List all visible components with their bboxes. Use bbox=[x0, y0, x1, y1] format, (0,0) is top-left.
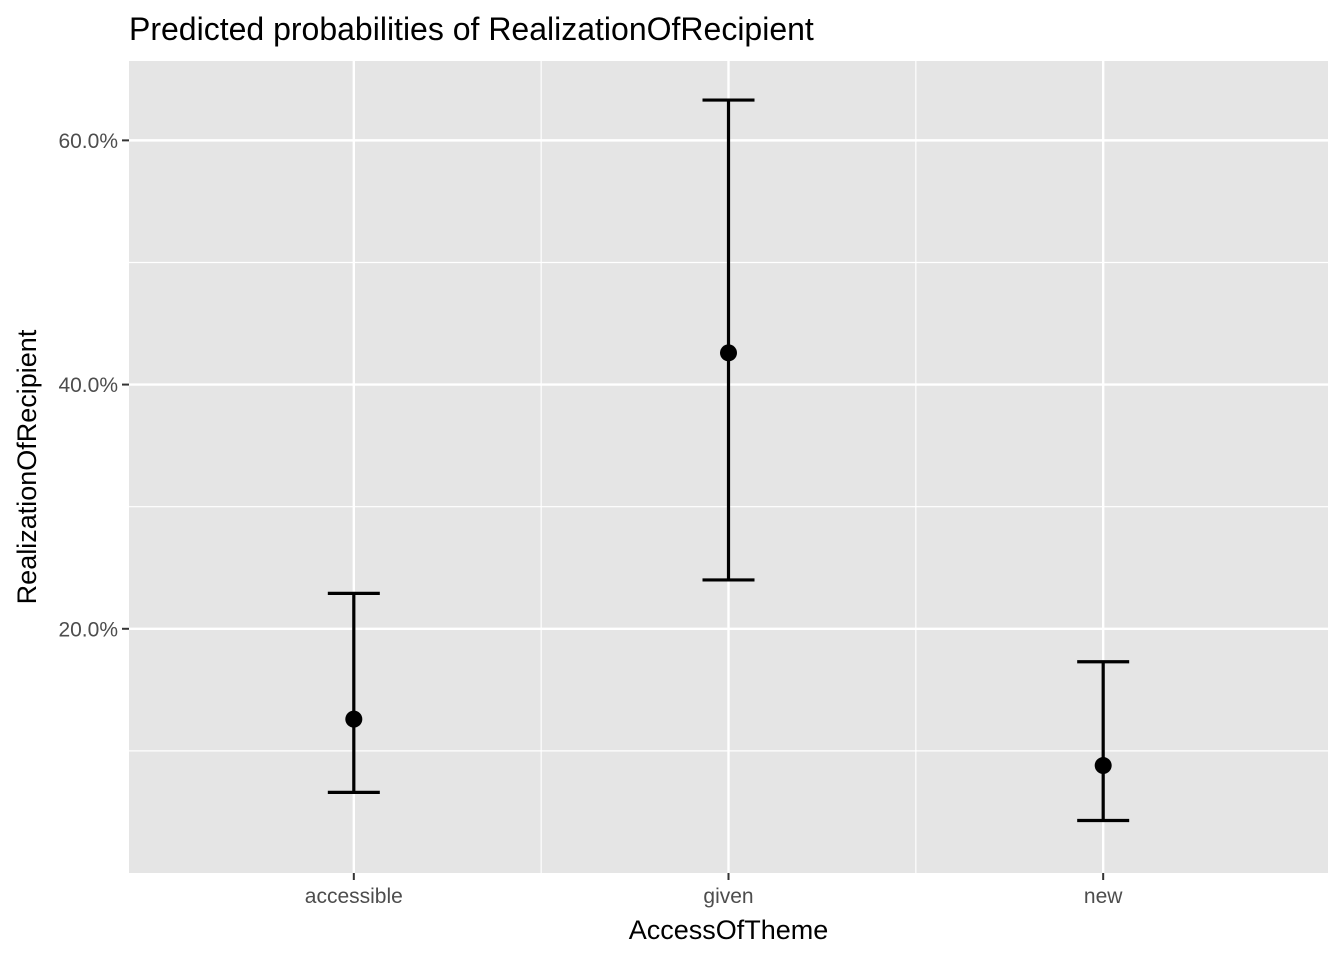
x-tick-label: accessible bbox=[305, 885, 403, 908]
point-estimate bbox=[1094, 757, 1112, 775]
y-tick-label: 20.0% bbox=[58, 618, 118, 641]
x-tick-label: new bbox=[1084, 885, 1123, 908]
y-tick-label: 60.0% bbox=[58, 130, 118, 153]
errorbar-given bbox=[702, 98, 755, 582]
x-axis-title: AccessOfTheme bbox=[629, 915, 829, 945]
data-marks bbox=[327, 98, 1130, 823]
y-tick-label: 40.0% bbox=[58, 374, 118, 397]
chart-title: Predicted probabilities of RealizationOf… bbox=[129, 11, 814, 47]
errorbar-new bbox=[1077, 660, 1130, 823]
y-axis: 20.0% 40.0% 60.0% bbox=[58, 130, 129, 641]
point-estimate bbox=[345, 710, 363, 728]
point-estimate bbox=[720, 344, 737, 362]
x-tick-label: given bbox=[703, 885, 753, 908]
y-axis-title: RealizationOfRecipient bbox=[12, 329, 42, 604]
x-axis: accessible given new bbox=[305, 873, 1123, 908]
errorbar-accessible bbox=[327, 591, 380, 795]
